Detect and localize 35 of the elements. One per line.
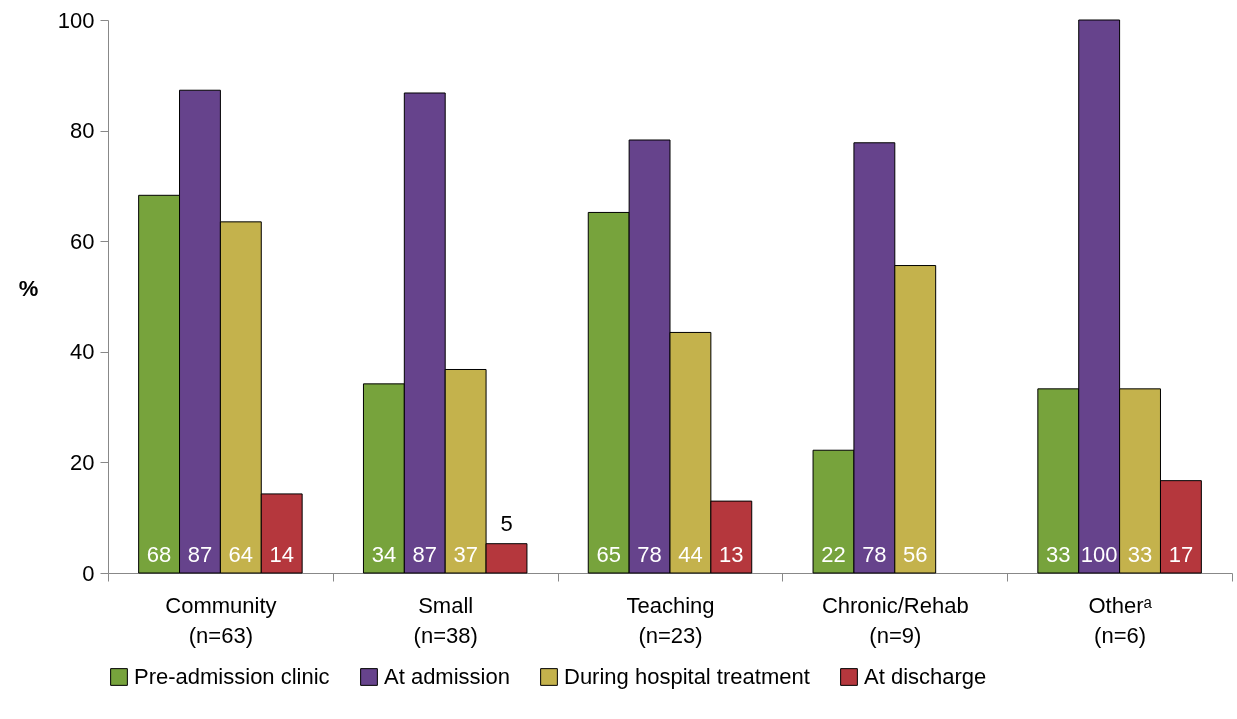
y-tick-label: 40 [70, 339, 95, 365]
data-label: 33 [1127, 542, 1153, 567]
x-tick-label: Community (n=63) [165, 592, 277, 648]
data-label: 56 [902, 542, 928, 567]
data-label: 17 [1168, 542, 1194, 567]
legend-label: At admission [384, 664, 510, 689]
y-tick-label: 100 [57, 7, 95, 33]
x-tick-label: Small (n=38) [413, 592, 478, 648]
data-label: 5 [500, 510, 513, 536]
data-label: 37 [453, 542, 478, 567]
legend-label: During hospital treatment [564, 664, 810, 689]
legend-label: At discharge [864, 664, 987, 689]
data-label: 13 [719, 542, 744, 567]
legend-label: Pre-admission clinic [134, 664, 330, 689]
y-axis-title: % [18, 275, 39, 301]
x-tick-label: Otherᵃ (n=6) [1088, 592, 1153, 648]
data-label: 65 [596, 542, 621, 567]
y-tick-label: 60 [70, 228, 95, 254]
y-tick-label: 0 [82, 560, 95, 586]
data-label: 100 [1080, 542, 1118, 567]
data-label: 78 [862, 542, 887, 567]
data-label: 14 [269, 542, 294, 567]
data-label: 44 [678, 542, 703, 567]
y-tick-label: 80 [70, 118, 95, 144]
data-label: 34 [371, 542, 397, 567]
x-tick-label: Teaching (n=23) [626, 592, 715, 648]
data-label: 33 [1046, 542, 1071, 567]
data-label: 87 [412, 542, 438, 567]
data-label: 78 [637, 542, 662, 567]
x-tick-label: Chronic/Rehab (n=9) [821, 592, 969, 648]
data-label: 68 [146, 542, 172, 567]
data-label: 64 [228, 542, 254, 567]
data-label: 87 [187, 542, 213, 567]
data-label: 22 [821, 542, 846, 567]
y-tick-label: 20 [70, 449, 95, 475]
